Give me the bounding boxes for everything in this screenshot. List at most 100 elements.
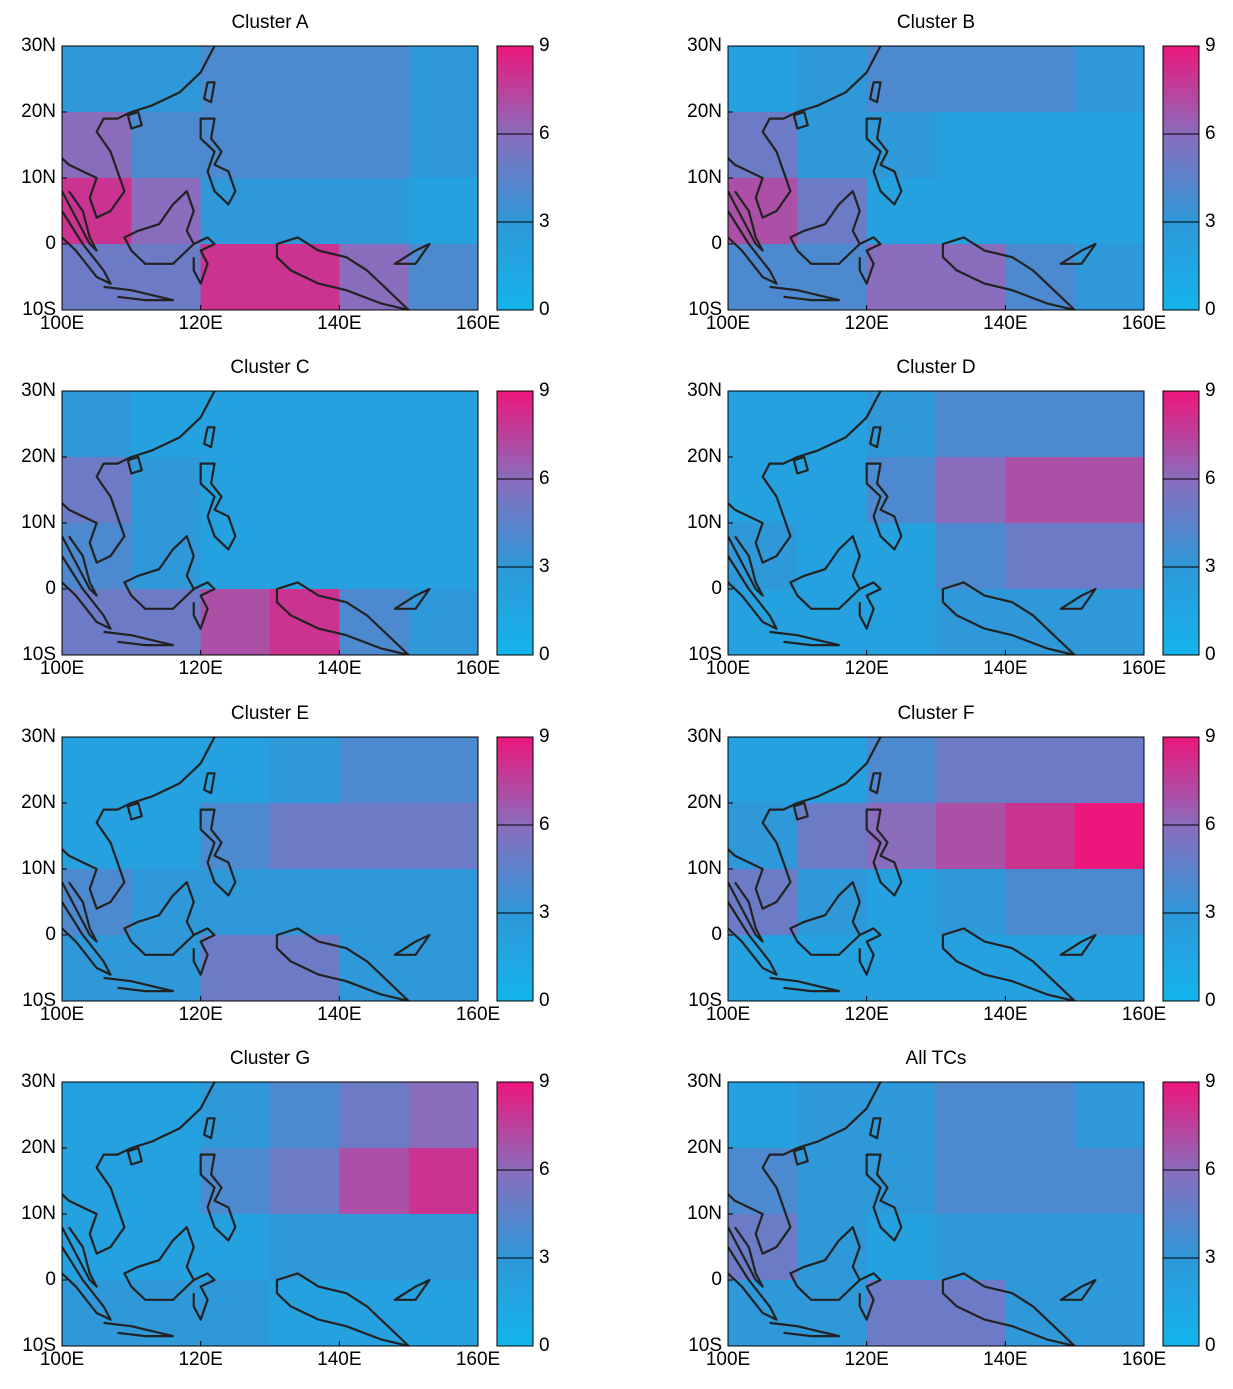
colorbar-tick-label: 3	[1205, 902, 1216, 923]
y-tick-label: 10S	[688, 644, 722, 665]
x-tick-label: 120E	[844, 1004, 888, 1025]
y-tick-label: 0	[45, 1269, 56, 1290]
y-tick-label: 10N	[687, 858, 722, 879]
heat-cell	[728, 457, 798, 524]
heat-cell	[1005, 1214, 1076, 1281]
heat-cell	[797, 391, 868, 458]
heat-cell	[408, 391, 479, 458]
y-tick-label: 20N	[21, 792, 56, 813]
heat-cell	[866, 46, 937, 113]
heat-cell	[797, 1082, 868, 1149]
heat-cell	[270, 1214, 340, 1281]
colorbar-tick-label: 6	[1205, 1159, 1216, 1180]
colorbar-tick-label: 3	[539, 902, 550, 923]
heat-cell	[1074, 1280, 1145, 1347]
heat-cell	[200, 244, 271, 311]
y-tick-label: 0	[711, 924, 722, 945]
colorbar-tick-label: 0	[1205, 990, 1216, 1011]
x-tick-label: 100E	[706, 1004, 750, 1025]
heat-cell	[797, 737, 868, 804]
panel: Cluster E 100E 120E 140E 160E 10S 0 10N 20N 30N 0 3…	[21, 703, 549, 1025]
heat-cell	[200, 935, 271, 1002]
heat-cell	[200, 523, 271, 590]
y-tick-label: 10N	[687, 1203, 722, 1224]
y-tick-label: 10S	[688, 299, 722, 320]
heat-cell	[131, 1148, 202, 1215]
colorbar-tick-label: 0	[539, 644, 550, 665]
heat-cell	[408, 589, 479, 656]
heat-cell	[339, 178, 410, 245]
heat-cell	[408, 244, 479, 311]
panel-title: Cluster D	[896, 357, 975, 378]
heat-cell	[797, 112, 868, 179]
heat-cell	[936, 178, 1006, 245]
y-tick-label: 10N	[21, 858, 56, 879]
y-tick-label: 10S	[22, 990, 56, 1011]
y-tick-label: 30N	[687, 1071, 722, 1092]
heat-cell	[408, 457, 479, 524]
heat-cell	[270, 391, 340, 458]
heat-cell	[936, 391, 1006, 458]
colorbar	[1162, 45, 1200, 311]
heat-cell	[131, 391, 202, 458]
x-tick-label: 100E	[40, 658, 84, 679]
heat-cell	[62, 737, 132, 804]
colorbar-tick-label: 0	[1205, 299, 1216, 320]
x-tick-label: 140E	[317, 313, 361, 334]
heat-cell	[62, 803, 132, 870]
x-tick-label: 140E	[317, 1349, 361, 1370]
heat-cell	[866, 1082, 937, 1149]
heat-cell	[200, 1280, 271, 1347]
heat-cell	[866, 1280, 937, 1347]
colorbar-tick-label: 9	[1205, 380, 1216, 401]
heat-cell	[270, 1148, 340, 1215]
x-tick-label: 100E	[706, 313, 750, 334]
x-tick-label: 160E	[456, 313, 500, 334]
heat-cell	[339, 523, 410, 590]
panel-title: Cluster C	[230, 357, 309, 378]
heat-cell	[1074, 737, 1145, 804]
heat-cell	[200, 46, 271, 113]
heat-cell	[936, 1148, 1006, 1215]
panel-title: All TCs	[906, 1048, 967, 1069]
y-tick-label: 30N	[21, 726, 56, 747]
x-tick-label: 100E	[706, 1349, 750, 1370]
x-tick-label: 140E	[983, 313, 1027, 334]
y-tick-label: 0	[711, 1269, 722, 1290]
heat-cell	[270, 737, 340, 804]
heat-cell	[131, 112, 202, 179]
heat-cell	[866, 935, 937, 1002]
heat-cell	[728, 46, 798, 113]
heat-cell	[408, 1082, 479, 1149]
heat-cell	[797, 46, 868, 113]
heat-cell	[270, 803, 340, 870]
panel-title: Cluster F	[897, 703, 974, 724]
y-tick-label: 10S	[22, 644, 56, 665]
colorbar-tick-label: 3	[539, 211, 550, 232]
heat-cell	[131, 178, 202, 245]
y-tick-label: 20N	[687, 792, 722, 813]
heat-cell	[797, 869, 868, 936]
x-tick-label: 140E	[983, 658, 1027, 679]
heat-cell	[200, 178, 271, 245]
x-tick-label: 140E	[983, 1349, 1027, 1370]
colorbar	[496, 45, 534, 311]
colorbar	[496, 736, 534, 1002]
y-tick-label: 30N	[21, 1071, 56, 1092]
x-tick-label: 120E	[178, 1004, 222, 1025]
heat-cell	[408, 1148, 479, 1215]
y-tick-label: 10N	[21, 1203, 56, 1224]
x-tick-label: 100E	[40, 313, 84, 334]
heat-cell	[1074, 112, 1145, 179]
heat-cell	[1005, 112, 1076, 179]
heat-cell	[728, 1082, 798, 1149]
heat-cell	[1074, 244, 1145, 311]
heat-cell	[408, 46, 479, 113]
colorbar-tick-label: 3	[1205, 556, 1216, 577]
heat-cell	[936, 46, 1006, 113]
heat-cell	[797, 523, 868, 590]
y-tick-label: 20N	[21, 446, 56, 467]
heat-cell	[866, 1148, 937, 1215]
